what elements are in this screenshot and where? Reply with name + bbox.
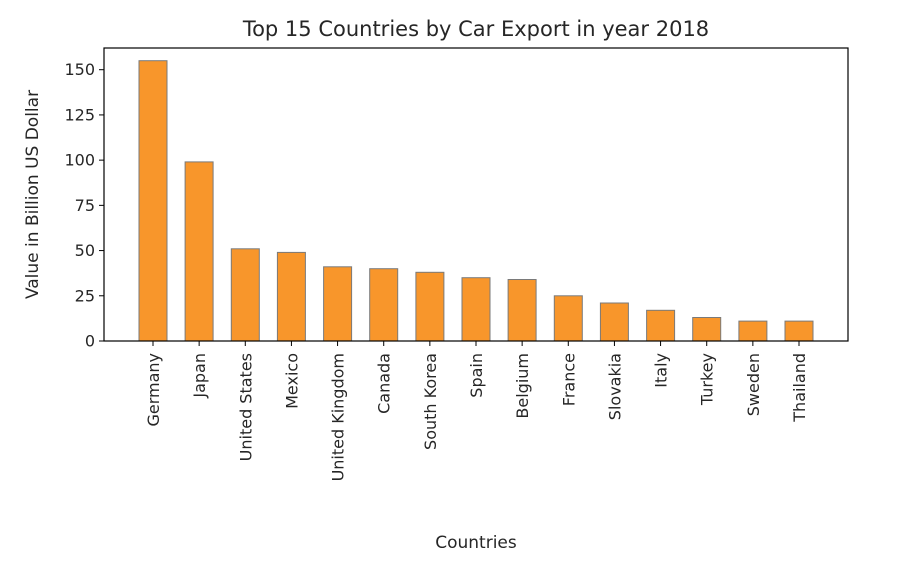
y-tick-label: 75 <box>75 196 95 215</box>
x-tick-label: Sweden <box>744 353 763 416</box>
x-tick-label: France <box>559 353 578 406</box>
y-tick-label: 0 <box>85 332 95 351</box>
x-tick-label: United Kingdom <box>329 353 348 481</box>
y-tick-label: 125 <box>64 105 95 124</box>
bar-united-kingdom <box>323 266 353 342</box>
plot-frame <box>103 47 849 342</box>
bar-belgium <box>507 279 537 342</box>
x-tick-label: Slovakia <box>605 353 624 420</box>
x-axis: Germany Japan United States Mexico United Ki… <box>144 341 809 481</box>
bar-slovakia <box>599 302 629 342</box>
x-axis-label: Countries <box>435 533 517 553</box>
x-tick-label: Canada <box>375 353 394 414</box>
y-axis: 0 25 50 75 100 125 150 <box>64 60 104 351</box>
x-tick-label: Mexico <box>282 353 301 409</box>
x-tick-label: Germany <box>144 353 163 427</box>
bars-group <box>138 60 814 342</box>
bar-united-states <box>230 248 260 342</box>
x-tick-label: United States <box>236 353 255 461</box>
bar-germany <box>138 60 168 342</box>
bar-turkey <box>692 317 722 342</box>
bar-japan <box>184 161 214 342</box>
bar-mexico <box>276 251 306 342</box>
bar-spain <box>461 277 491 342</box>
bar-sweden <box>738 320 768 342</box>
x-tick-label: Thailand <box>790 353 809 423</box>
x-tick-label: Italy <box>652 353 671 388</box>
chart-title: Top 15 Countries by Car Export in year 2… <box>242 17 709 41</box>
bar-italy <box>646 309 676 342</box>
x-tick-label: Spain <box>467 353 486 398</box>
bar-thailand <box>784 320 814 342</box>
y-tick-label: 50 <box>75 241 95 260</box>
x-tick-label: South Korea <box>421 353 440 450</box>
x-tick-label: Turkey <box>698 353 717 406</box>
y-tick-label: 25 <box>75 286 95 305</box>
y-tick-label: 150 <box>64 60 95 79</box>
bar-south-korea <box>415 271 445 342</box>
x-tick-label: Belgium <box>513 353 532 419</box>
x-tick-label: Japan <box>190 353 209 399</box>
y-axis-label: Value in Billion US Dollar <box>23 90 43 299</box>
bar-canada <box>369 268 399 342</box>
bar-france <box>553 295 583 342</box>
y-tick-label: 100 <box>64 151 95 170</box>
